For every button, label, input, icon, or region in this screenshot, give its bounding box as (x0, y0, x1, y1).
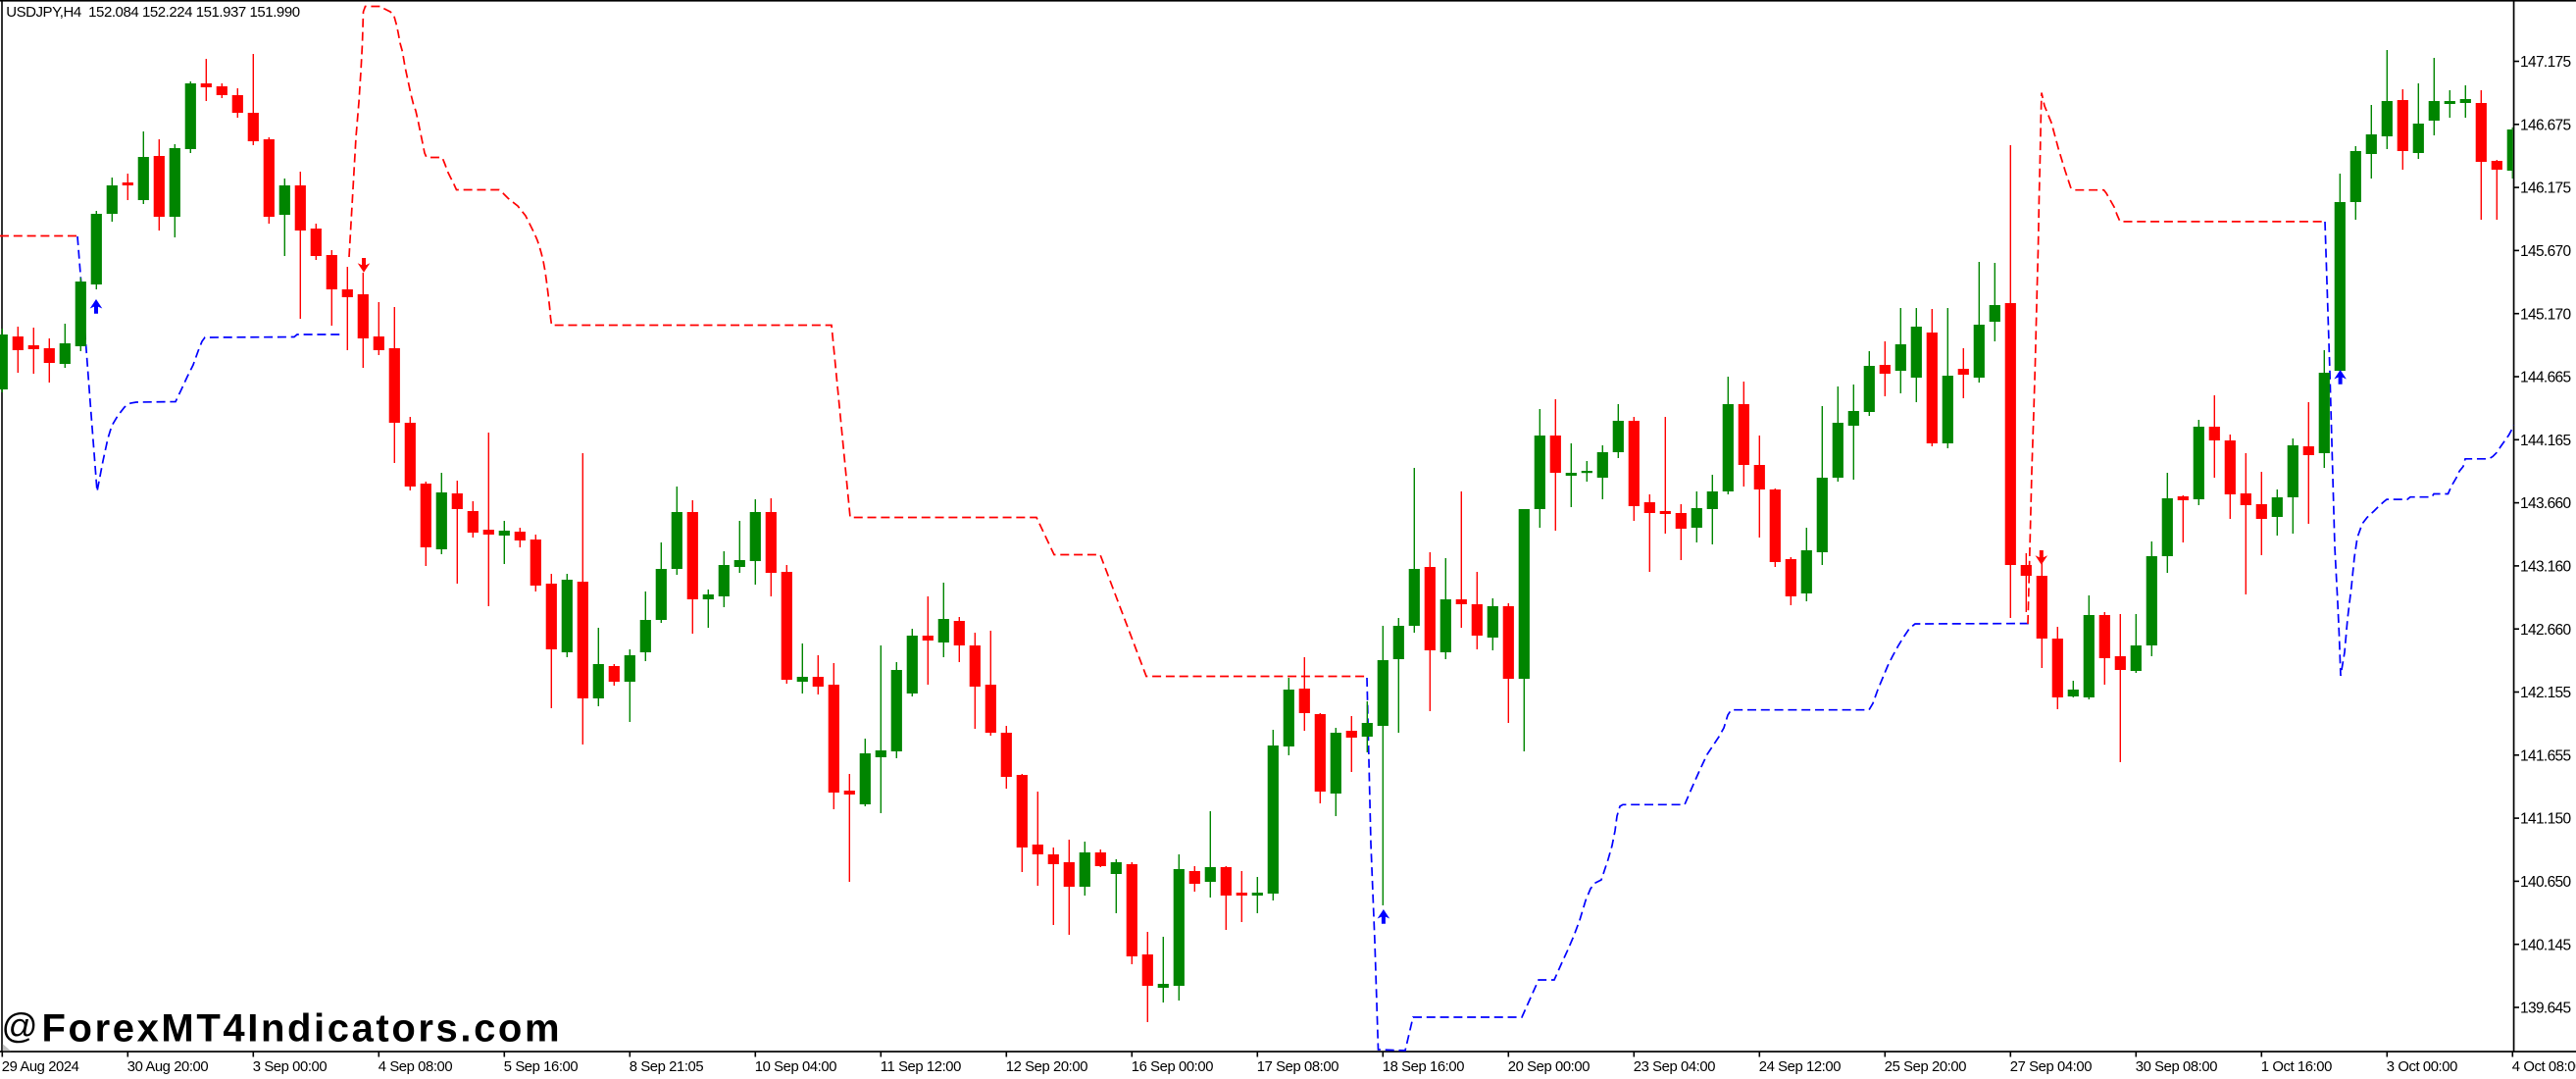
svg-text:3 Sep 00:00: 3 Sep 00:00 (253, 1059, 328, 1074)
svg-text:11 Sep 12:00: 11 Sep 12:00 (881, 1059, 961, 1074)
svg-text:12 Sep 20:00: 12 Sep 20:00 (1006, 1059, 1087, 1074)
svg-text:143.660: 143.660 (2520, 495, 2572, 512)
svg-text:4 Oct 08:00: 4 Oct 08:00 (2512, 1059, 2576, 1074)
svg-text:25 Sep 20:00: 25 Sep 20:00 (1885, 1059, 1966, 1074)
svg-text:141.150: 141.150 (2520, 811, 2572, 828)
svg-text:145.170: 145.170 (2520, 306, 2572, 323)
svg-text:16 Sep 00:00: 16 Sep 00:00 (1132, 1059, 1213, 1074)
svg-text:USDJPY,H4 152.084 152.224 151: USDJPY,H4 152.084 152.224 151.937 151.99… (6, 4, 300, 21)
svg-text:140.145: 140.145 (2520, 937, 2571, 953)
svg-text:29 Aug 2024: 29 Aug 2024 (2, 1059, 79, 1074)
svg-text:4 Sep 08:00: 4 Sep 08:00 (379, 1059, 453, 1074)
svg-text:3 Oct 00:00: 3 Oct 00:00 (2387, 1059, 2457, 1074)
svg-text:17 Sep 08:00: 17 Sep 08:00 (1257, 1059, 1339, 1074)
svg-text:24 Sep 12:00: 24 Sep 12:00 (1759, 1059, 1841, 1074)
svg-text:140.650: 140.650 (2520, 874, 2572, 891)
svg-text:10 Sep 04:00: 10 Sep 04:00 (755, 1059, 836, 1074)
svg-text:@: @ (2, 1005, 38, 1046)
svg-text:142.660: 142.660 (2520, 622, 2572, 639)
svg-text:1 Oct 16:00: 1 Oct 16:00 (2261, 1059, 2332, 1074)
svg-text:143.160: 143.160 (2520, 559, 2572, 576)
svg-text:20 Sep 00:00: 20 Sep 00:00 (1508, 1059, 1590, 1074)
svg-text:145.670: 145.670 (2520, 243, 2572, 260)
svg-text:30 Aug 20:00: 30 Aug 20:00 (127, 1059, 209, 1074)
svg-text:142.155: 142.155 (2520, 685, 2571, 701)
svg-text:30 Sep 08:00: 30 Sep 08:00 (2136, 1059, 2217, 1074)
svg-text:23 Sep 04:00: 23 Sep 04:00 (1634, 1059, 1715, 1074)
svg-text:146.175: 146.175 (2520, 180, 2571, 197)
svg-text:139.645: 139.645 (2520, 1001, 2571, 1017)
svg-text:27 Sep 04:00: 27 Sep 04:00 (2010, 1059, 2092, 1074)
svg-text:ForexMT4Indicators.com: ForexMT4Indicators.com (42, 1007, 563, 1051)
svg-text:144.665: 144.665 (2520, 370, 2571, 386)
svg-text:147.175: 147.175 (2520, 54, 2571, 71)
svg-text:141.655: 141.655 (2520, 747, 2571, 764)
svg-text:18 Sep 16:00: 18 Sep 16:00 (1383, 1059, 1464, 1074)
svg-text:144.165: 144.165 (2520, 433, 2571, 449)
svg-text:8 Sep 21:05: 8 Sep 21:05 (630, 1059, 704, 1074)
svg-text:5 Sep 16:00: 5 Sep 16:00 (504, 1059, 579, 1074)
svg-text:146.675: 146.675 (2520, 117, 2571, 133)
